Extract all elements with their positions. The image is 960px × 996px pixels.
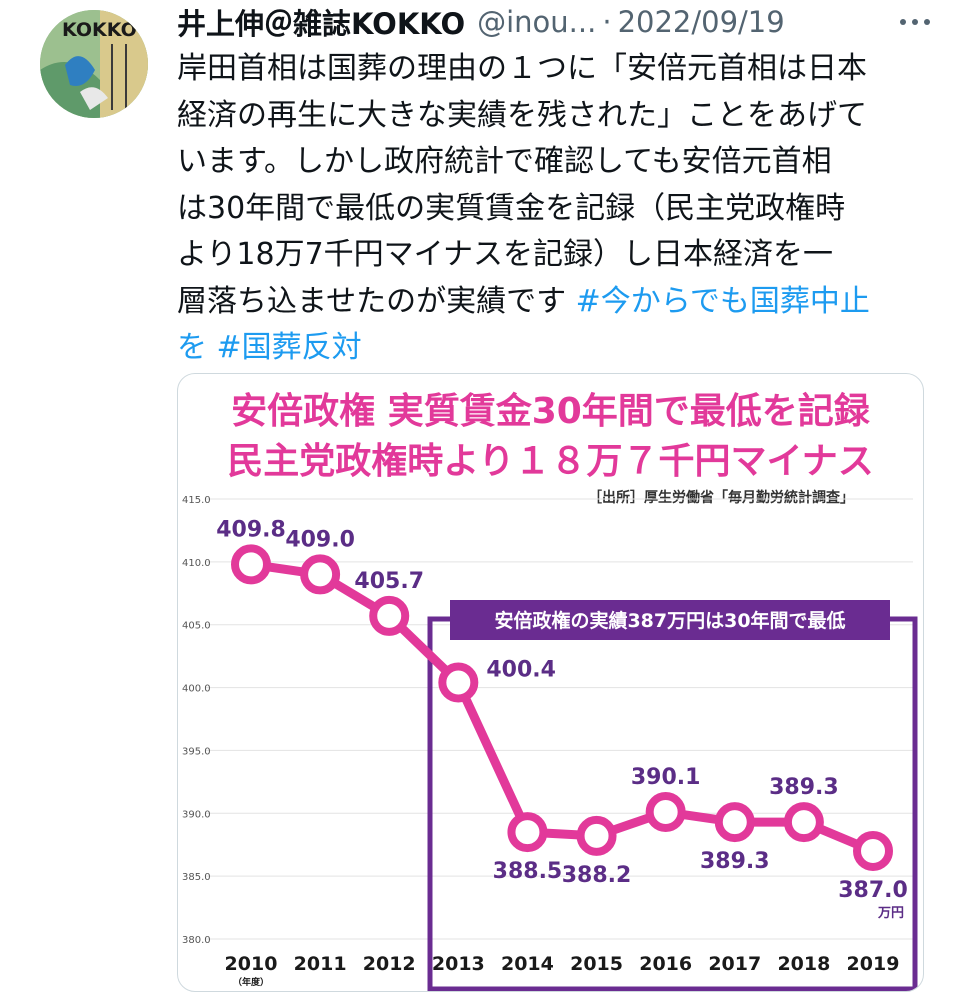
tweet-date[interactable]: 2022/09/19 [617, 5, 785, 39]
y-tick-label: 415.0 [182, 495, 211, 506]
data-label: 409.0 [285, 527, 355, 552]
chart-subtitle: 民主党政権時より１８万７千円マイナス [227, 441, 874, 482]
tweet-text-line: 経済の再生に大きな実績を残された」ことをあげて [177, 97, 867, 133]
data-point [438, 662, 479, 703]
x-tick-label: 2012 [363, 953, 416, 975]
hashtag-link-kokusou-chushi-continued[interactable]: を [177, 330, 207, 365]
tweet-text-line-hashtags: を #国葬反対 [177, 325, 927, 372]
chart-source: ［出所］厚生労働省「毎月勤労統計調査」 [588, 490, 854, 506]
y-tick-label: 405.0 [182, 621, 211, 632]
avatar-logo-text: KOKKO [62, 19, 137, 41]
wage-line-chart: 415.0 410.0 405.0 400.0 395.0 390.0 385.0 380.0… [182, 495, 918, 991]
tweet-text-line: 層落ち込ませたのが実績です [177, 283, 567, 319]
x-tick-label: 2014 [501, 953, 554, 975]
data-point [783, 802, 824, 843]
data-label: 389.3 [769, 775, 839, 800]
x-axis-unit: （年度） [233, 976, 269, 988]
y-tick-label: 380.0 [182, 935, 211, 946]
data-point [853, 831, 893, 871]
avatar-image: KOKKO [40, 10, 148, 118]
author-handle[interactable]: @inou... [477, 5, 597, 39]
chart-title: 安倍政権 実質賃金30年間で最低を記録 [231, 391, 870, 432]
data-point [300, 554, 341, 595]
series-line [246, 559, 878, 856]
tweet-text-line: は30年間で最低の実質賃金を記録（民主党政権時 [177, 190, 846, 226]
x-tick-label: 2011 [294, 953, 347, 975]
data-point [645, 792, 686, 833]
tweet-text-line: います。しかし政府統計で確認しても安倍元首相 [177, 144, 832, 179]
y-tick-label: 400.0 [182, 684, 211, 695]
tweet-header: 井上伸＠雑誌KOKKO @inou... · 2022/09/19 [177, 0, 937, 44]
y-tick-label: 395.0 [182, 746, 211, 757]
header-separator: · [602, 5, 612, 39]
y-tick-label: 410.0 [182, 558, 211, 569]
x-tick-label: 2013 [432, 953, 485, 975]
data-label: 387.0 [838, 878, 908, 903]
attached-image-card[interactable]: 安倍政権 実質賃金30年間で最低を記録 民主党政権時より１８万７千円マイナス ［… [177, 373, 924, 992]
more-options-icon[interactable] [893, 8, 937, 36]
author-name[interactable]: 井上伸＠雑誌KOKKO [177, 7, 466, 41]
data-label: 388.5 [493, 859, 563, 884]
x-tick-label: 2015 [570, 953, 623, 975]
data-label: 405.7 [354, 569, 424, 594]
data-label: 390.1 [631, 765, 701, 790]
x-tick-label: 2018 [777, 953, 830, 975]
data-label: 400.4 [486, 658, 556, 683]
y-tick-label: 390.0 [182, 809, 211, 820]
last-value-unit: 万円 [877, 906, 904, 921]
data-label: 409.8 [216, 517, 286, 542]
x-tick-label: 2010 [225, 953, 278, 975]
tweet-text-line-with-hashtag: 層落ち込ませたのが実績です #今からでも国葬中止 [177, 279, 927, 326]
tweet-text: 岸田首相は国葬の理由の１つに「安倍元首相は日本 経済の再生に大きな実績を残された… [177, 46, 927, 372]
data-point [714, 802, 755, 843]
avatar[interactable]: KOKKO [40, 10, 148, 118]
x-tick-label: 2017 [708, 953, 761, 975]
tweet-text-line: 岸田首相は国葬の理由の１つに「安倍元首相は日本 [177, 51, 867, 86]
data-point [507, 812, 548, 853]
data-point [231, 544, 271, 585]
data-label: 389.3 [700, 849, 770, 874]
y-tick-label: 385.0 [182, 872, 211, 883]
annotation-text: 安倍政権の実績387万円は30年間で最低 [494, 609, 845, 632]
hashtag-link-kokusou-chushi[interactable]: #今からでも国葬中止 [575, 283, 870, 319]
tweet-text-line: より18万7千円マイナスを記録）し日本経済を一 [177, 237, 834, 272]
data-point [369, 595, 410, 636]
data-point [576, 815, 617, 856]
annotation-banner [450, 600, 890, 640]
x-tick-label: 2016 [639, 953, 692, 975]
x-tick-label: 2019 [847, 953, 900, 975]
data-label: 388.2 [562, 863, 632, 888]
hashtag-link-kokusou-hantai[interactable]: #国葬反対 [216, 330, 362, 365]
